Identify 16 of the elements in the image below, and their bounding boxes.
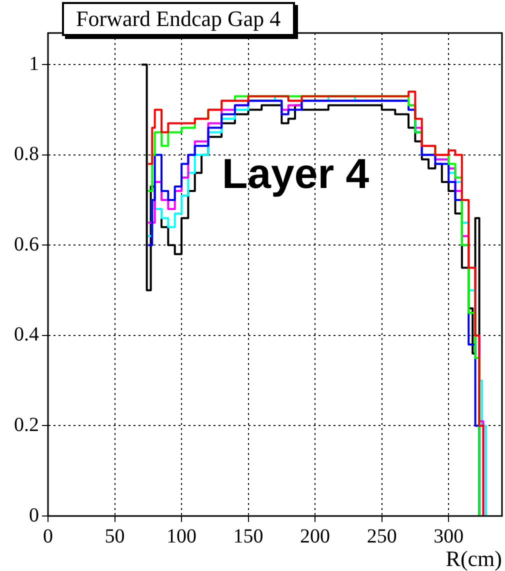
x-tick-label: 0 bbox=[43, 525, 53, 548]
x-tick-label: 250 bbox=[366, 525, 397, 548]
x-axis-title: R(cm) bbox=[446, 546, 502, 571]
y-tick-label: 0.8 bbox=[14, 143, 39, 166]
y-tick-label: 0.6 bbox=[14, 233, 39, 256]
y-tick-label: 0 bbox=[29, 504, 39, 526]
x-tick-label: 50 bbox=[104, 525, 125, 548]
x-tick-label: 150 bbox=[233, 525, 264, 548]
x-tick-label: 200 bbox=[300, 525, 330, 548]
annotation: Layer 4 bbox=[222, 150, 370, 198]
y-tick-label: 1 bbox=[29, 52, 39, 75]
x-tick-label: 100 bbox=[166, 525, 197, 548]
x-tick-label: 300 bbox=[434, 525, 464, 548]
y-tick-label: 0.4 bbox=[14, 324, 39, 346]
y-tick-label: 0.2 bbox=[14, 414, 39, 436]
chart-title: Forward Endcap Gap 4 bbox=[62, 2, 295, 36]
